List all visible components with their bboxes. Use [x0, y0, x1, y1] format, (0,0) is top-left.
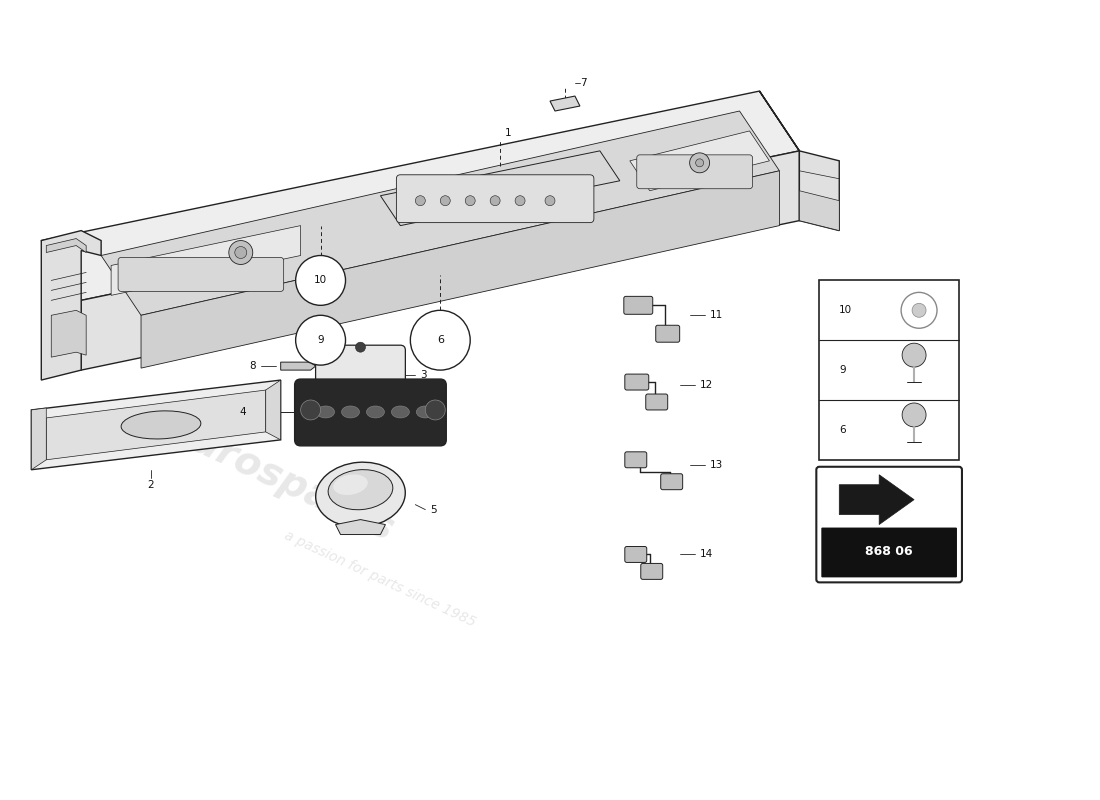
Ellipse shape [341, 406, 360, 418]
Polygon shape [839, 474, 914, 525]
Circle shape [229, 241, 253, 265]
Polygon shape [381, 151, 619, 226]
Text: 4: 4 [239, 407, 245, 417]
Circle shape [544, 196, 556, 206]
Ellipse shape [333, 474, 367, 495]
FancyBboxPatch shape [396, 174, 594, 222]
Text: 11: 11 [710, 310, 723, 320]
Polygon shape [630, 131, 769, 190]
Polygon shape [81, 151, 800, 370]
Circle shape [902, 403, 926, 427]
Ellipse shape [328, 470, 393, 510]
Text: 7: 7 [580, 78, 586, 88]
Circle shape [300, 400, 320, 420]
Circle shape [465, 196, 475, 206]
Circle shape [901, 292, 937, 328]
FancyBboxPatch shape [295, 379, 447, 446]
FancyBboxPatch shape [822, 527, 957, 578]
Text: eurospares: eurospares [162, 410, 400, 549]
FancyBboxPatch shape [118, 258, 284, 291]
Circle shape [426, 400, 446, 420]
Ellipse shape [392, 406, 409, 418]
FancyBboxPatch shape [641, 563, 662, 579]
FancyBboxPatch shape [624, 296, 652, 314]
Polygon shape [31, 380, 280, 470]
Polygon shape [42, 91, 800, 300]
FancyBboxPatch shape [646, 394, 668, 410]
Polygon shape [46, 238, 86, 253]
FancyBboxPatch shape [661, 474, 683, 490]
Polygon shape [336, 519, 385, 534]
Text: 9: 9 [839, 365, 846, 375]
Text: 9: 9 [317, 335, 323, 346]
Text: 2: 2 [147, 480, 154, 490]
FancyBboxPatch shape [625, 546, 647, 562]
Text: 10: 10 [314, 275, 327, 286]
FancyBboxPatch shape [637, 155, 752, 189]
Circle shape [234, 246, 246, 258]
FancyBboxPatch shape [656, 326, 680, 342]
Polygon shape [141, 170, 780, 368]
Circle shape [296, 315, 345, 365]
Circle shape [902, 343, 926, 367]
Text: a passion for parts since 1985: a passion for parts since 1985 [283, 529, 478, 630]
Text: 12: 12 [700, 380, 713, 390]
Text: 3: 3 [420, 370, 427, 380]
Ellipse shape [317, 406, 334, 418]
Circle shape [329, 340, 342, 354]
Circle shape [332, 344, 339, 350]
Text: 6: 6 [437, 335, 443, 346]
Polygon shape [266, 380, 280, 440]
FancyBboxPatch shape [625, 452, 647, 468]
Circle shape [690, 153, 710, 173]
Circle shape [416, 196, 426, 206]
Polygon shape [800, 190, 839, 230]
Polygon shape [101, 111, 780, 315]
Text: 8: 8 [249, 361, 255, 371]
Polygon shape [759, 91, 839, 230]
Polygon shape [52, 310, 86, 357]
Circle shape [296, 255, 345, 306]
Polygon shape [46, 390, 266, 460]
Circle shape [491, 196, 501, 206]
Text: 10: 10 [839, 306, 853, 315]
Ellipse shape [416, 406, 434, 418]
Circle shape [515, 196, 525, 206]
Circle shape [355, 342, 365, 352]
Polygon shape [550, 96, 580, 111]
Text: 6: 6 [839, 425, 846, 435]
FancyBboxPatch shape [820, 281, 959, 460]
Text: 1: 1 [505, 128, 512, 138]
Text: 5: 5 [430, 505, 437, 514]
Circle shape [410, 310, 470, 370]
FancyBboxPatch shape [822, 472, 957, 526]
Ellipse shape [121, 411, 201, 439]
Polygon shape [280, 362, 316, 370]
Circle shape [912, 303, 926, 318]
Text: 868 06: 868 06 [866, 545, 913, 558]
Text: 14: 14 [700, 550, 713, 559]
Ellipse shape [316, 462, 405, 527]
Circle shape [440, 196, 450, 206]
Polygon shape [111, 226, 300, 295]
FancyBboxPatch shape [816, 466, 962, 582]
Ellipse shape [366, 406, 384, 418]
Circle shape [695, 159, 704, 167]
Text: 13: 13 [710, 460, 723, 470]
FancyBboxPatch shape [316, 345, 406, 390]
Polygon shape [42, 230, 101, 380]
Polygon shape [31, 408, 46, 470]
FancyBboxPatch shape [625, 374, 649, 390]
